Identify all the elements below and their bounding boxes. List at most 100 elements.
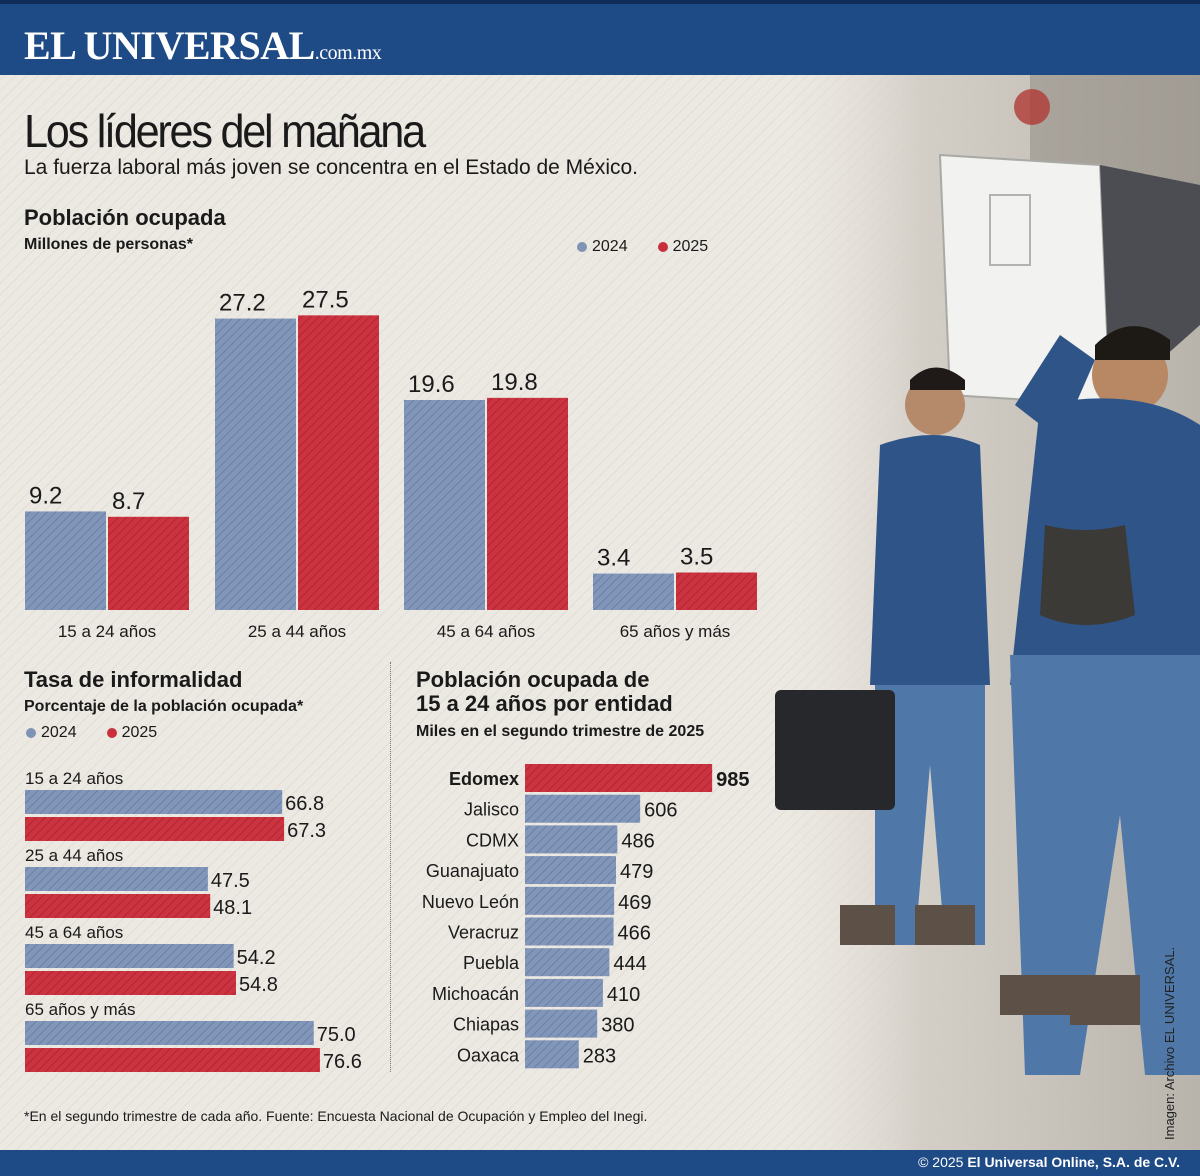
population-bar-chart: 9.2 8.7 15 a 24 años 27.2 27.5 25 a 44 años 19… (25, 286, 757, 641)
workers-photo (770, 75, 1200, 1150)
informality-bar-2024-3 (25, 1021, 314, 1045)
bar-2024-1 (215, 318, 296, 610)
entity-value-8: 380 (601, 1015, 634, 1037)
bar-2024-2 (404, 400, 485, 610)
entity-value-3: 479 (620, 861, 653, 883)
chart2-subtitle: Porcentaje de la población ocupada* (24, 698, 304, 715)
brand-logo[interactable]: EL UNIVERSAL.com.mx (24, 22, 382, 69)
subhead: La fuerza laboral más joven se concentra… (24, 156, 639, 179)
chart3-title-line1: Población ocupada de (416, 667, 650, 692)
bar-label-2025-1: 27.5 (302, 286, 349, 313)
headline: Los líderes del mañana (24, 105, 426, 157)
bar-label-2024-0: 9.2 (29, 482, 62, 509)
entity-label-8: Chiapas (453, 1015, 519, 1035)
chart2-legend: 2024 2025 (26, 724, 187, 742)
category-label-2: 45 a 64 años (437, 622, 535, 641)
copyright-owner: El Universal Online, S.A. de C.V. (967, 1154, 1180, 1170)
legend-item-2025: 2025 (657, 238, 709, 256)
informality-bar-2025-3 (25, 1048, 320, 1072)
category-label-1: 25 a 44 años (248, 622, 346, 641)
entity-label-0: Edomex (449, 769, 519, 789)
legend2-item-2025: 2025 (106, 724, 158, 742)
legend-dot-2024 (577, 242, 587, 252)
entity-bar-1 (525, 794, 641, 823)
entity-bar-4 (525, 886, 615, 915)
informality-bar-2024-1 (25, 867, 208, 891)
bar-2025-2 (487, 397, 568, 610)
section-divider (390, 662, 391, 1072)
masthead: EL UNIVERSAL.com.mx (0, 0, 1200, 75)
entity-bar-2 (525, 825, 618, 854)
informality-value-2025-3: 76.6 (323, 1051, 362, 1073)
bar-label-2025-0: 8.7 (112, 488, 145, 515)
entity-value-6: 444 (613, 953, 646, 975)
entity-value-4: 469 (618, 892, 651, 914)
entity-bar-chart: Edomex 985 Jalisco 606 CDMX 486 Guanajuato 479 N… (422, 764, 750, 1069)
brand-name: EL UNIVERSAL (24, 23, 315, 68)
entity-label-7: Michoacán (432, 984, 519, 1004)
entity-value-0: 985 (716, 769, 749, 791)
informality-category-0: 15 a 24 años (25, 769, 123, 788)
entity-label-5: Veracruz (448, 923, 519, 943)
entity-bar-7 (525, 978, 603, 1007)
entity-label-3: Guanajuato (426, 861, 519, 881)
legend-item-2024: 2024 (577, 238, 628, 256)
informality-value-2024-3: 75.0 (317, 1024, 356, 1046)
informality-value-2024-2: 54.2 (237, 947, 276, 969)
informality-value-2024-0: 66.8 (285, 793, 324, 815)
bar-2024-3 (593, 573, 674, 610)
entity-label-2: CDMX (466, 830, 519, 850)
informality-category-2: 45 a 64 años (25, 923, 123, 942)
informality-category-3: 65 años y más (25, 1000, 136, 1019)
category-label-0: 15 a 24 años (58, 622, 156, 641)
bar-label-2024-3: 3.4 (597, 545, 630, 572)
chart3-subtitle: Miles en el segundo trimestre de 2025 (416, 723, 705, 740)
footer: © 2025 El Universal Online, S.A. de C.V. (0, 1150, 1200, 1176)
informality-bar-2025-1 (25, 894, 211, 918)
informality-bar-2025-2 (25, 971, 236, 995)
informality-bar-2024-0 (25, 790, 283, 814)
entity-label-1: Jalisco (464, 800, 519, 820)
chart3-title: Población ocupada de 15 a 24 años por en… (416, 668, 673, 716)
entity-value-7: 410 (607, 984, 640, 1006)
informality-bar-chart: 15 a 24 años 66.8 67.3 25 a 44 años 47.5 48.1… (25, 769, 362, 1073)
legend2-dot-2024 (26, 728, 36, 738)
entity-bar-6 (525, 948, 610, 977)
entity-label-4: Nuevo León (422, 892, 519, 912)
informality-bar-2025-0 (25, 817, 285, 841)
informality-value-2025-2: 54.8 (239, 974, 278, 996)
entity-bar-5 (525, 917, 614, 946)
bar-2025-1 (298, 315, 379, 610)
entity-bar-8 (525, 1009, 598, 1038)
chart3-title-line2: 15 a 24 años por entidad (416, 691, 673, 716)
legend-dot-2025 (657, 242, 668, 252)
bar-label-2025-2: 19.8 (491, 369, 538, 396)
chart1-title: Población ocupada (24, 205, 226, 230)
bar-2024-0 (25, 511, 106, 610)
bar-label-2024-2: 19.6 (408, 371, 455, 398)
entity-value-1: 606 (644, 800, 677, 822)
informality-value-2025-1: 48.1 (213, 897, 252, 919)
bar-label-2025-3: 3.5 (680, 544, 713, 571)
entity-bar-0 (525, 764, 713, 792)
legend2-dot-2025 (106, 728, 117, 738)
entity-bar-3 (525, 856, 617, 885)
entity-bar-9 (525, 1040, 579, 1069)
category-label-3: 65 años y más (620, 622, 731, 641)
brand-domain: .com.mx (314, 42, 382, 64)
entity-value-5: 466 (618, 923, 651, 945)
legend2-item-2024: 2024 (26, 724, 77, 742)
legend2-label-2025: 2025 (121, 724, 158, 741)
entity-label-9: Oaxaca (457, 1045, 520, 1065)
footnote: *En el segundo trimestre de cada año. Fu… (24, 1108, 648, 1124)
copyright: © 2025 El Universal Online, S.A. de C.V. (918, 1154, 1180, 1170)
informality-category-1: 25 a 44 años (25, 846, 123, 865)
entity-value-2: 486 (621, 830, 654, 852)
bar-2025-0 (108, 516, 189, 610)
copyright-prefix: © 2025 (918, 1154, 968, 1170)
bar-label-2024-1: 27.2 (219, 290, 266, 317)
entity-label-6: Puebla (463, 953, 520, 973)
informality-bar-2024-2 (25, 944, 234, 968)
legend-label-2025: 2025 (672, 238, 709, 255)
informality-value-2024-1: 47.5 (211, 870, 250, 892)
